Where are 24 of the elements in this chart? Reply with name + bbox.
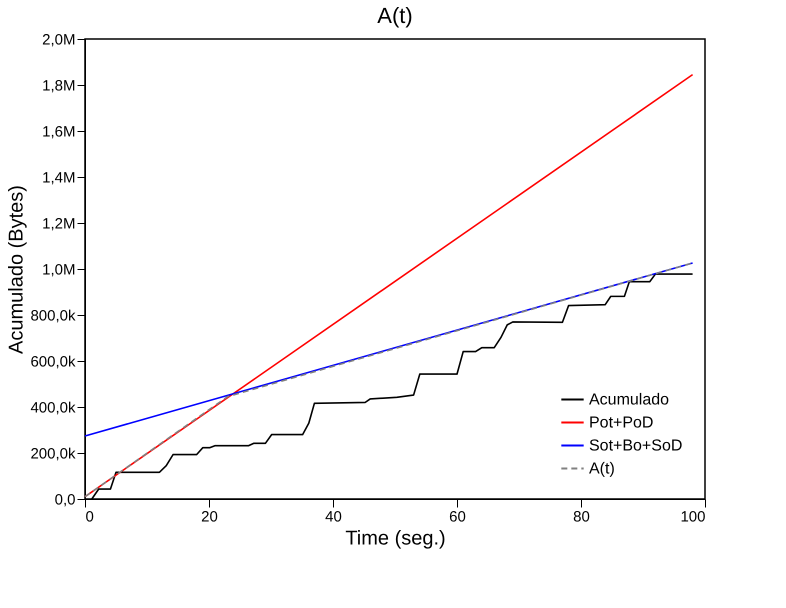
x-tick-label: 60	[449, 508, 466, 526]
legend-label: A(t)	[589, 460, 615, 478]
legend-label: Acumulado	[589, 392, 670, 408]
x-tick-label: 80	[573, 508, 590, 526]
y-tick-label: 1,0M	[42, 262, 76, 278]
y-tick-label: 1,8M	[42, 78, 76, 94]
x-tick-label: 20	[201, 508, 218, 526]
legend-label: Sot+Bo+SoD	[589, 438, 682, 454]
y-tick-label: 800,0k	[30, 308, 76, 324]
y-tick-label: 2,0M	[42, 32, 76, 48]
y-tick-label: 1,6M	[42, 124, 76, 140]
x-tick-label: 40	[325, 508, 342, 526]
y-tick-label: 1,4M	[42, 170, 76, 186]
legend-label: Pot+PoD	[589, 414, 654, 432]
y-tick-label: 400,0k	[30, 400, 76, 416]
y-tick-label: 200,0k	[30, 446, 76, 462]
x-axis-title: Time (seg.)	[345, 528, 446, 550]
x-tick-label: 0	[86, 508, 94, 526]
x-tick-label: 100	[680, 508, 706, 526]
y-axis-title: Acumulado (Bytes)	[5, 185, 28, 354]
y-tick-label: 1,2M	[42, 216, 76, 232]
y-tick-label: 600,0k	[30, 354, 76, 370]
y-tick-label: 0,0	[54, 492, 76, 508]
chart-title: A(t)	[377, 3, 413, 28]
